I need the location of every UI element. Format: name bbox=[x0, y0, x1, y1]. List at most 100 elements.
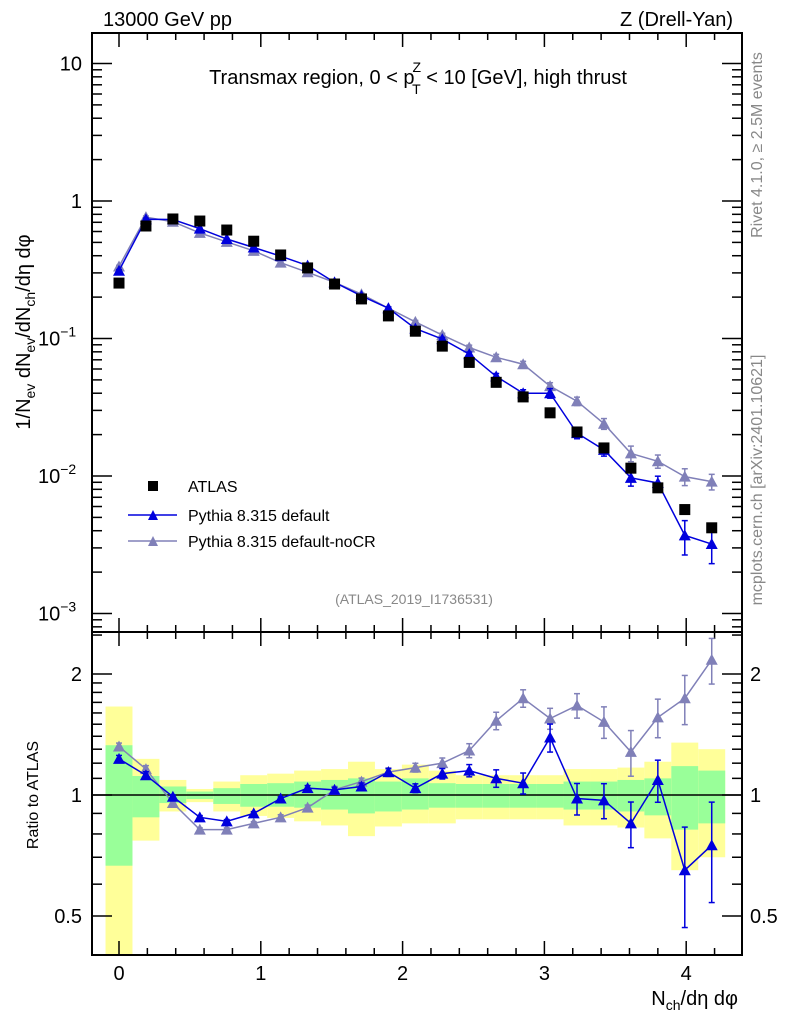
legend-default-label: Pythia 8.315 default bbox=[188, 508, 330, 525]
axis-ticks: 0 1 2 3 4 10 1 10−1 10−2 10−3 0.5 0.5 1 1 2 2 bbox=[38, 33, 778, 985]
analysis-id-annotation: (ATLAS_2019_I1736531) bbox=[335, 591, 493, 607]
main-nocr-point bbox=[651, 455, 664, 467]
ratio-nocr-point bbox=[651, 711, 664, 723]
ratio-default-point bbox=[382, 766, 395, 778]
main-nocr-point bbox=[409, 315, 422, 327]
main-default-point bbox=[544, 387, 557, 399]
ratio-default-point bbox=[651, 773, 664, 785]
main-atlas-point bbox=[544, 407, 556, 419]
legend-nocr-label: Pythia 8.315 default-noCR bbox=[188, 534, 376, 551]
main-atlas-point bbox=[490, 376, 502, 388]
y-tick-label: 10−3 bbox=[38, 599, 76, 626]
main-default-point bbox=[220, 233, 233, 245]
main-atlas-point bbox=[113, 277, 125, 289]
main-default-point bbox=[247, 241, 260, 253]
ratio-default-point bbox=[301, 782, 314, 794]
main-nocr-point bbox=[517, 358, 530, 370]
ratio-default-point bbox=[274, 792, 287, 804]
ratio-default-point bbox=[597, 794, 610, 806]
main-default-point bbox=[705, 538, 718, 550]
main-atlas-point bbox=[382, 310, 394, 322]
ratio-default-point bbox=[436, 767, 449, 779]
main-atlas-point bbox=[679, 504, 691, 516]
x-tick-label: 2 bbox=[397, 963, 408, 985]
x-tick-label: 4 bbox=[681, 963, 692, 985]
main-atlas-point bbox=[463, 356, 475, 368]
main-atlas-point bbox=[706, 522, 718, 534]
ratio-y-tick-label-right: 1 bbox=[750, 785, 761, 807]
y-tick-label: 1 bbox=[71, 191, 82, 213]
main-atlas-point bbox=[167, 213, 179, 225]
x-tick-label: 3 bbox=[539, 963, 550, 985]
main-nocr-point bbox=[597, 417, 610, 429]
ratio-nocr-point bbox=[436, 757, 449, 769]
main-nocr-point bbox=[678, 470, 691, 482]
main-atlas-point bbox=[329, 278, 341, 290]
green-band-bin bbox=[374, 781, 402, 812]
main-nocr-point bbox=[705, 475, 718, 487]
ratio-default-point bbox=[113, 752, 125, 764]
ratio-default-point bbox=[517, 777, 530, 789]
ratio-nocr-point bbox=[597, 715, 610, 727]
ratio-default-point bbox=[490, 772, 503, 784]
header-left: 13000 GeV pp bbox=[103, 9, 232, 31]
legend-default-marker bbox=[148, 510, 158, 520]
green-band-bin bbox=[455, 784, 483, 808]
ratio-nocr-point bbox=[247, 817, 260, 829]
main-atlas-point bbox=[355, 293, 367, 305]
main-atlas-point bbox=[275, 249, 287, 261]
ratio-default-point bbox=[328, 783, 341, 795]
main-atlas-point bbox=[221, 224, 233, 236]
main-default-point bbox=[624, 471, 637, 483]
ratio-nocr-point bbox=[490, 714, 503, 726]
main-atlas-point bbox=[625, 462, 637, 474]
main-default-point bbox=[193, 222, 206, 234]
main-nocr-point bbox=[490, 351, 503, 363]
ratio-default-point bbox=[678, 864, 691, 876]
main-atlas-point bbox=[598, 442, 610, 454]
ratio-y-tick-label: 1 bbox=[71, 785, 82, 807]
main-default-point bbox=[678, 529, 691, 541]
main-atlas-point bbox=[194, 215, 206, 227]
ratio-nocr-point bbox=[220, 823, 233, 835]
ratio-plot-frame bbox=[91, 631, 743, 956]
ratio-default-point bbox=[355, 780, 368, 792]
mcplots-label: mcplots.cern.ch [arXiv:2401.10621] bbox=[749, 355, 766, 606]
ratio-default-point bbox=[624, 817, 637, 829]
ratio-default-point bbox=[139, 769, 152, 781]
main-atlas-point bbox=[302, 262, 314, 274]
main-atlas-point bbox=[571, 426, 583, 438]
y-tick-label: 10−1 bbox=[38, 324, 76, 351]
main-nocr-point bbox=[463, 341, 476, 353]
ratio-default-point bbox=[463, 764, 476, 776]
x-tick-label: 0 bbox=[113, 963, 124, 985]
green-band-bin bbox=[536, 784, 564, 808]
green-band-bin bbox=[213, 788, 241, 804]
ratio-nocr-point bbox=[463, 744, 476, 756]
green-band-bin bbox=[509, 784, 537, 808]
rivet-version-label: Rivet 4.1.0, ≥ 2.5M events bbox=[749, 52, 766, 238]
y-axis-label: 1/Nev dNev/dNch/dη dφ bbox=[13, 234, 38, 429]
ratio-nocr-point bbox=[624, 745, 637, 757]
ratio-nocr-point bbox=[193, 823, 206, 835]
ratio-nocr-point bbox=[274, 811, 287, 823]
data-marks bbox=[113, 211, 718, 929]
header-right: Z (Drell-Yan) bbox=[620, 9, 733, 31]
main-atlas-point bbox=[140, 220, 152, 232]
ratio-default-point bbox=[571, 792, 584, 804]
ratio-nocr-point bbox=[409, 761, 422, 773]
legend-atlas-label: ATLAS bbox=[188, 479, 238, 496]
ratio-y-tick-label: 0.5 bbox=[54, 906, 82, 928]
green-band-bin bbox=[105, 745, 133, 866]
x-tick-label: 1 bbox=[255, 963, 266, 985]
x-axis-label: Nch/dη dφ bbox=[651, 988, 738, 1013]
ratio-y-tick-label-right: 2 bbox=[750, 664, 761, 686]
ratio-nocr-point bbox=[517, 692, 530, 704]
main-nocr-point bbox=[571, 395, 584, 407]
ratio-nocr-point bbox=[571, 699, 584, 711]
legend-atlas-marker bbox=[148, 481, 158, 491]
main-atlas-point bbox=[436, 340, 448, 352]
ratio-default-point bbox=[166, 790, 179, 802]
ratio-default-point bbox=[193, 811, 206, 823]
